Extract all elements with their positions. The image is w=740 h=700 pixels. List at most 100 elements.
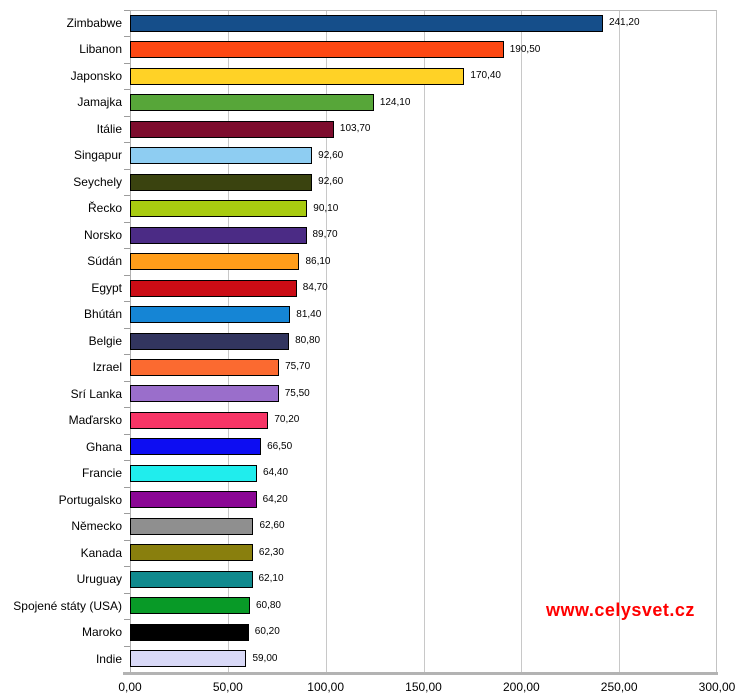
bar-value-label: 62,10	[258, 573, 284, 585]
bar-value-label: 241,20	[608, 17, 640, 29]
bar-value-label: 124,10	[379, 96, 411, 108]
bar-Maďarsko	[130, 411, 269, 429]
x-tick-label: 150,00	[405, 680, 442, 694]
y-axis-tick	[124, 407, 130, 409]
bar-Egypt	[130, 279, 297, 297]
bar-value-label: 64,20	[262, 493, 288, 505]
category-label-Jamajka: Jamajka	[77, 95, 122, 110]
bar-value-label: 75,70	[285, 361, 311, 373]
category-label-Indie: Indie	[95, 651, 122, 666]
y-axis-tick	[124, 592, 130, 594]
x-tick-label: 200,00	[502, 680, 540, 694]
y-axis-tick	[124, 433, 130, 435]
category-label-Japonsko: Japonsko	[70, 68, 122, 83]
bar-Řecko	[130, 200, 308, 218]
bar-Německo	[130, 517, 254, 535]
bar-Jamajka	[130, 94, 374, 112]
y-axis-tick	[124, 115, 130, 117]
category-label-Portugalsko: Portugalsko	[58, 492, 122, 507]
bar-value-label: 89,70	[312, 229, 338, 241]
bar-value-label: 62,30	[258, 546, 284, 558]
category-label-Zimbabwe: Zimbabwe	[66, 16, 122, 30]
watermark-text: www.celysvet.cz	[546, 600, 695, 620]
bar-value-label: 62,60	[259, 520, 285, 532]
x-axis-line	[123, 672, 718, 675]
category-label-Belgie: Belgie	[88, 333, 122, 348]
category-label-Norsko: Norsko	[83, 227, 122, 242]
category-label-Súdán: Súdán	[87, 254, 122, 269]
bar-Libanon	[130, 41, 504, 59]
y-axis-tick	[124, 645, 130, 647]
category-label-Izrael: Izrael	[92, 360, 122, 375]
bar-Zimbabwe	[130, 14, 603, 32]
gridline	[325, 11, 327, 672]
category-label-Itálie: Itálie	[96, 121, 122, 136]
category-label-Maďarsko: Maďarsko	[68, 413, 122, 428]
bar-value-label: 170,40	[470, 70, 501, 82]
bar-value-label: 59,00	[252, 652, 278, 664]
y-axis-tick	[124, 327, 130, 329]
x-tick-label: 300,00	[698, 680, 736, 694]
x-tick-label: 100,00	[307, 680, 344, 694]
y-axis-tick	[124, 460, 130, 462]
bar-Ghana	[130, 438, 262, 456]
y-axis-tick	[124, 168, 130, 170]
bar-value-label: 92,60	[318, 149, 344, 161]
gridline	[619, 11, 621, 672]
category-label-Egypt: Egypt	[91, 280, 122, 295]
bar-Spojené státy (USA)	[130, 597, 250, 615]
category-label-Seychely: Seychely	[73, 174, 122, 189]
category-label-Řecko: Řecko	[87, 201, 122, 216]
y-axis-tick	[124, 89, 130, 91]
x-tick-label: 50,00	[212, 680, 243, 694]
bar-value-label: 66,50	[267, 440, 293, 452]
bar-Indie	[130, 650, 247, 668]
y-axis-tick	[124, 10, 130, 11]
category-label-Srí Lanka: Srí Lanka	[70, 386, 122, 401]
y-axis-tick	[124, 539, 130, 541]
bar-value-label: 92,60	[318, 176, 344, 188]
bar-Súdán	[130, 253, 300, 271]
bar-Maroko	[130, 623, 249, 641]
y-axis-tick	[124, 486, 130, 488]
bar-Kanada	[130, 544, 253, 562]
category-label-Německo: Německo	[71, 519, 122, 534]
gridline	[521, 11, 523, 672]
y-axis-tick	[124, 301, 130, 303]
bar-Portugalsko	[130, 491, 257, 509]
category-label-Maroko: Maroko	[81, 625, 122, 640]
bar-Belgie	[130, 332, 290, 350]
category-label-Libanon: Libanon	[79, 42, 122, 57]
y-axis-tick	[124, 380, 130, 382]
bar-value-label: 84,70	[302, 282, 328, 294]
bar-Singapur	[130, 147, 313, 165]
x-tick-label: 250,00	[600, 680, 638, 694]
bar-value-label: 60,80	[255, 599, 281, 611]
y-axis-tick	[124, 513, 130, 515]
y-axis-tick	[124, 248, 130, 250]
bar-value-label: 80,80	[295, 335, 321, 346]
x-tick-label: 0,00	[118, 680, 142, 694]
category-label-Singapur: Singapur	[73, 148, 122, 163]
bar-Japonsko	[130, 67, 465, 85]
category-label-Spojené státy (USA): Spojené státy (USA)	[13, 598, 122, 613]
category-label-Francie: Francie	[81, 466, 122, 481]
y-axis-tick	[124, 354, 130, 356]
bar-Seychely	[130, 173, 313, 191]
gridline	[423, 11, 425, 672]
bar-value-label: 75,50	[284, 387, 310, 399]
bar-value-label: 70,20	[274, 414, 300, 426]
bar-value-label: 86,10	[305, 255, 331, 267]
category-label-Bhútán: Bhútán	[83, 307, 122, 322]
bar-Uruguay	[130, 570, 253, 588]
category-label-Uruguay: Uruguay	[76, 572, 122, 587]
bar-Itálie	[130, 120, 334, 138]
bar-Izrael	[130, 358, 280, 376]
y-axis-tick	[124, 619, 130, 621]
plot-area: 241,20 190,50 170,40 124,10 103,70 92,60 92,60…	[130, 10, 717, 672]
bar-value-label: 103,70	[339, 123, 371, 135]
bar-value-label: 60,20	[254, 626, 280, 638]
category-label-Kanada: Kanada	[80, 545, 122, 560]
y-axis-tick	[124, 142, 130, 144]
bar-value-label: 64,40	[263, 467, 289, 479]
